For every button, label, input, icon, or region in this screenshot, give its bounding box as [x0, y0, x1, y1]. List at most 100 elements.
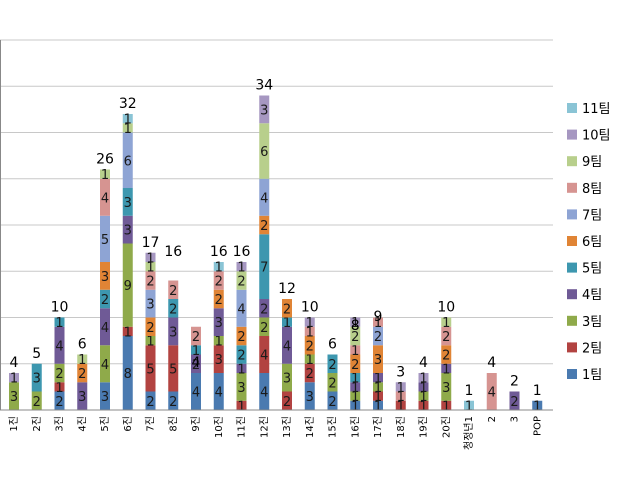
- x-tick-label: 14진: [304, 416, 316, 438]
- bar-segment-14진-2팀: [304, 363, 315, 383]
- bar-segment-10진-3팀: [213, 336, 224, 346]
- bar-segment-3진-2팀: [54, 382, 65, 392]
- legend-item-7팀: 7팀: [567, 208, 602, 223]
- segment-value-label: 1: [397, 390, 405, 405]
- total-label-11진: 16: [233, 244, 251, 260]
- bar-segment-11진-7팀: [236, 289, 247, 327]
- segment-value-label: 2: [328, 358, 336, 373]
- segment-value-label: 1: [465, 399, 473, 414]
- bar-segment-8진-5팀: [168, 299, 179, 318]
- bar-segment-8진-2팀: [168, 345, 179, 392]
- segment-value-label: 2: [306, 367, 314, 382]
- segment-value-label: 3: [124, 196, 132, 211]
- legend-label: 3팀: [582, 315, 602, 330]
- segment-value-label: 2: [215, 293, 223, 308]
- bar-segment-12진-4팀: [259, 299, 270, 318]
- bar-segment-5진-7팀: [100, 215, 110, 262]
- segment-value-label: 2: [55, 395, 63, 410]
- legend-label: 1팀: [582, 368, 602, 383]
- bar-segment-6진-4팀: [122, 215, 133, 244]
- x-tick-label: 13진: [281, 416, 293, 438]
- bar-segment-7진-2팀: [145, 345, 156, 392]
- bar-segment-1진-3팀: [9, 382, 19, 410]
- total-label-4진: 6: [78, 337, 87, 353]
- segment-value-label: 1: [419, 399, 427, 414]
- bar-stack-2진: 23: [31, 363, 42, 410]
- segment-value-label: 4: [215, 386, 223, 401]
- legend-swatch: [567, 156, 577, 167]
- legend-swatch: [567, 103, 577, 113]
- segment-value-label: 1: [124, 113, 132, 128]
- total-label-9진: 4: [192, 355, 201, 371]
- bar-segment-7진-1팀: [145, 391, 156, 410]
- segment-value-label: 4: [101, 358, 109, 373]
- bar-segment-13진-5팀: [282, 317, 292, 327]
- legend-swatch: [567, 342, 577, 353]
- x-tick-label: 1진: [8, 416, 20, 432]
- bar-segment-2-8팀: [486, 373, 497, 410]
- segment-value-label: 3: [237, 381, 245, 396]
- bar-segment-20진-4팀: [441, 363, 452, 373]
- bar-segment-20진-9팀: [441, 317, 452, 327]
- segment-value-label: 4: [55, 339, 63, 354]
- segment-value-label: 1: [124, 325, 132, 340]
- bar-segment-11진-2팀: [236, 400, 247, 410]
- legend-label: 8팀: [582, 182, 602, 197]
- total-label-POP: 1: [533, 383, 542, 399]
- bar-segment-13진-3팀: [282, 363, 292, 392]
- bar-segment-11진-9팀: [236, 271, 247, 290]
- legend-swatch: [567, 129, 577, 140]
- legend-item-10팀: 10팀: [567, 129, 611, 144]
- bar-segment-15진-5팀: [327, 354, 338, 373]
- legend-swatch: [567, 315, 577, 326]
- bar-segment-9진-4팀: [191, 354, 201, 373]
- legend-item-5팀: 5팀: [567, 262, 602, 277]
- total-label-14진: 10: [301, 300, 319, 316]
- segment-value-label: 5: [169, 362, 177, 377]
- bar-segment-7진-10팀: [145, 252, 156, 262]
- total-label-15진: 6: [328, 337, 337, 353]
- bar-segment-10진-1팀: [213, 373, 224, 410]
- bar-segment-7진-9팀: [145, 262, 156, 272]
- legend-swatch: [567, 369, 577, 379]
- segment-value-label: 1: [374, 399, 382, 414]
- legend-label: 10팀: [582, 129, 611, 144]
- total-label-3: 2: [510, 374, 519, 390]
- x-tick-label: 15진: [327, 416, 339, 438]
- legend-label: 7팀: [582, 208, 602, 223]
- bar-segment-12진-10팀: [259, 95, 270, 124]
- segment-value-label: 4: [488, 386, 496, 401]
- segment-value-label: 6: [260, 145, 268, 160]
- x-tick-label: 6진: [122, 416, 134, 432]
- legend-swatch: [567, 236, 577, 246]
- bar-segment-9진-5팀: [191, 345, 201, 355]
- segment-value-label: 3: [10, 390, 18, 405]
- bar-segment-10진-6팀: [213, 289, 224, 309]
- bar-segment-11진-4팀: [236, 363, 247, 373]
- segment-value-label: 1: [306, 316, 314, 331]
- segment-value-label: 1: [78, 353, 86, 368]
- bar-segment-18진-2팀: [395, 400, 406, 410]
- bar-segment-16진-4팀: [350, 382, 361, 392]
- segment-value-label: 4: [101, 191, 109, 206]
- bar-segment-20진-2팀: [441, 400, 452, 410]
- legend-item-6팀: 6팀: [567, 235, 602, 250]
- bar-segment-13진-4팀: [282, 326, 292, 364]
- total-label-19진: 4: [419, 355, 428, 371]
- segment-value-label: 1: [374, 316, 382, 331]
- legend-label: 9팀: [582, 155, 602, 170]
- segment-value-label: 8: [124, 367, 132, 382]
- segment-value-label: 3: [146, 298, 154, 313]
- bar-segment-7진-7팀: [145, 289, 156, 318]
- bar-segment-19진-2팀: [418, 400, 429, 410]
- bar-segment-19진-3팀: [418, 391, 429, 401]
- bar-segment-3-4팀: [509, 391, 520, 410]
- bar-segment-17진-8팀: [373, 317, 383, 327]
- bar-segment-14진-1팀: [304, 382, 315, 410]
- bar-segment-5진-5팀: [100, 289, 110, 309]
- segment-value-label: 1: [351, 390, 359, 405]
- bar-segment-17진-1팀: [373, 400, 383, 410]
- segment-value-label: 1: [146, 335, 154, 350]
- segment-value-label: 1: [124, 122, 132, 137]
